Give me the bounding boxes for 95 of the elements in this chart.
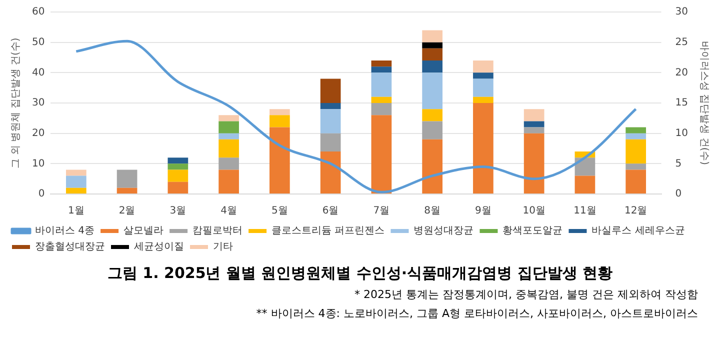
bar <box>218 115 239 122</box>
y2-tick-label: 15 <box>675 98 688 109</box>
bar <box>371 60 392 67</box>
bar <box>371 72 392 97</box>
bar <box>626 164 646 170</box>
bar <box>422 109 442 122</box>
x-tick-label: 8월 <box>424 206 441 217</box>
bar <box>270 127 290 194</box>
legend-label: 병원성대장균 <box>414 226 474 237</box>
x-tick-label: 5월 <box>271 206 288 217</box>
bar <box>66 176 86 188</box>
x-tick-label: 11월 <box>574 206 596 217</box>
bar <box>116 188 138 194</box>
text: 그림 1. 2025년 월별 원인병원체별 수인성·식품매개감염병 집단발생 현황 <box>106 264 614 283</box>
bar <box>473 96 494 103</box>
x-tick-label: 1월 <box>68 206 84 217</box>
x-tick-label: 10월 <box>522 206 546 217</box>
text: ** 바이러스 4종: 노로바이러스, 그룹 A형 로타바이러스, 사포바이러스, 아스트로바이러스 <box>255 306 699 321</box>
legend-label: 바실루스 세레우스균 <box>592 226 685 237</box>
bar <box>574 176 596 194</box>
bar <box>66 170 86 176</box>
bar <box>320 103 341 110</box>
bar <box>270 109 290 116</box>
bar <box>626 133 646 140</box>
bar <box>473 72 494 79</box>
bar <box>320 78 341 103</box>
bar <box>422 121 442 140</box>
bar <box>524 127 544 134</box>
bar <box>371 66 392 73</box>
bar <box>66 188 86 194</box>
y2-axis-title: 바이러스성 집단발생 건(수) <box>698 40 710 166</box>
bar <box>218 170 239 194</box>
bar <box>371 103 392 116</box>
bar <box>473 78 494 97</box>
bar <box>371 115 392 194</box>
legend-label: 캄필로박터 <box>192 226 243 237</box>
bar <box>168 158 188 164</box>
bar <box>320 133 341 152</box>
y2-tick-label: 20 <box>675 67 688 78</box>
bar <box>422 48 442 61</box>
bar <box>116 170 138 188</box>
bar <box>270 115 290 128</box>
y2-tick-label: 25 <box>675 36 688 48</box>
y2-tick-label: 5 <box>675 158 682 170</box>
bar <box>422 60 442 73</box>
bar <box>574 158 596 176</box>
bar <box>626 170 646 194</box>
bar <box>473 60 494 73</box>
bar <box>626 127 646 134</box>
x-tick-label: 2월 <box>118 206 136 217</box>
y-tick-label: 50 <box>32 36 45 48</box>
bar <box>218 133 239 140</box>
bar <box>168 170 188 182</box>
bar <box>524 133 544 194</box>
legend-label: 세균성이질 <box>134 242 184 253</box>
line-series <box>74 40 638 194</box>
bar <box>371 96 392 103</box>
bar <box>218 121 239 134</box>
y-tick-label: 60 <box>32 6 45 18</box>
bar <box>320 109 341 134</box>
bar <box>168 182 188 194</box>
text: * 2025년 통계는 잠정통계이며, 중복감염, 불명 건은 제외하여 작성함 <box>354 287 699 302</box>
bar <box>422 42 442 48</box>
legend-label: 클로스트리듐 퍼프린젠스 <box>272 226 385 237</box>
x-tick-label: 4월 <box>220 206 237 217</box>
bar <box>626 139 646 164</box>
legend-label: 살모넬라 <box>124 226 164 237</box>
bar <box>218 139 239 158</box>
y2-tick-label: 0 <box>675 188 682 200</box>
x-tick-label: 7월 <box>373 206 390 217</box>
bar <box>168 164 188 170</box>
x-tick-label: 9월 <box>475 206 492 217</box>
y-tick-label: 10 <box>32 158 45 170</box>
bar <box>524 109 544 122</box>
y-tick-label: 20 <box>32 128 45 139</box>
x-tick-label: 3월 <box>170 206 186 217</box>
y2-tick-label: 10 <box>675 128 688 139</box>
legend-label: 바이러스 4종 <box>35 226 95 237</box>
bar <box>524 121 544 128</box>
bar <box>422 139 442 194</box>
y-axis-title: 그 외 병원체 집단발생 건(수) <box>10 38 22 168</box>
y2-tick-label: 30 <box>675 6 688 18</box>
x-tick-label: 12월 <box>624 206 648 217</box>
y-tick-label: 30 <box>32 98 45 109</box>
bar <box>422 72 442 110</box>
bar <box>218 158 239 170</box>
legend-label: 장출혈성대장균 <box>35 242 105 253</box>
legend-label: 기타 <box>213 242 233 253</box>
bar <box>422 30 442 42</box>
bar <box>473 103 494 194</box>
y-tick-label: 0 <box>38 188 45 200</box>
x-tick-label: 6월 <box>322 206 339 217</box>
legend-label: 황색포도알균 <box>502 226 563 237</box>
bar <box>320 152 341 194</box>
y-tick-label: 40 <box>32 67 45 78</box>
